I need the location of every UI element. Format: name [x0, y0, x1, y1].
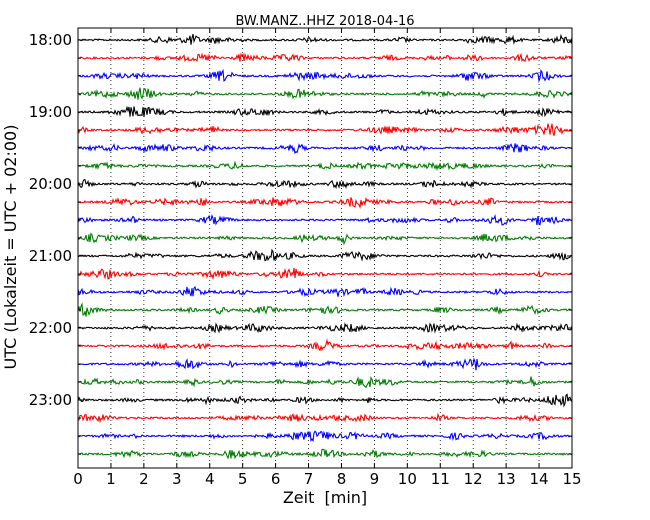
trace-18:45 [77, 87, 573, 100]
plot-frame [77, 27, 573, 469]
x-tick-label-12: 12 [464, 470, 483, 488]
trace-21:30 [77, 285, 573, 298]
trace-23:30 [77, 430, 573, 443]
trace-22:00 [77, 322, 573, 334]
trace-20:00 [77, 179, 573, 190]
x-tick-label-1: 1 [106, 470, 116, 488]
x-tick-label-5: 5 [238, 470, 248, 488]
trace-18:15 [77, 52, 573, 63]
y-tick-label-23:00: 23:00 [29, 391, 72, 409]
trace-20:15 [77, 196, 573, 209]
x-tick-label-4: 4 [205, 470, 215, 488]
x-tick-label-8: 8 [337, 470, 347, 488]
vertical-gridlines [110, 28, 540, 468]
trace-21:15 [77, 267, 573, 281]
y-tick-label-18:00: 18:00 [29, 31, 72, 49]
x-tick-label-13: 13 [497, 470, 516, 488]
x-tick-label-11: 11 [431, 470, 450, 488]
x-tick-label-15: 15 [562, 470, 581, 488]
trace-19:30 [77, 143, 573, 155]
trace-21:00 [77, 248, 573, 262]
trace-23:15 [77, 412, 573, 424]
chart-title: BW.MANZ..HHZ 2018-04-16 [235, 14, 414, 29]
x-tick-label-0: 0 [73, 470, 83, 488]
x-tick-label-3: 3 [172, 470, 182, 488]
trace-21:45 [77, 302, 573, 317]
trace-18:30 [77, 68, 573, 83]
x-tick-label-2: 2 [139, 470, 149, 488]
trace-20:45 [77, 232, 573, 246]
x-tick-label-6: 6 [271, 470, 281, 488]
y-tick-label-19:00: 19:00 [29, 103, 72, 121]
x-tick-label-7: 7 [304, 470, 314, 488]
trace-23:45 [77, 448, 573, 460]
x-axis-label: Zeit [min] [283, 488, 367, 507]
trace-18:00 [77, 33, 573, 46]
y-tick-label-22:00: 22:00 [29, 319, 72, 337]
trace-22:45 [77, 376, 573, 389]
x-tick-label-14: 14 [530, 470, 549, 488]
x-axis-ticks: 0 1 2 3 4 5 6 7 8 9 10 11 12 13 14 15 [73, 28, 582, 488]
y-axis-ticks: 18:00 19:00 20:00 21:00 22:00 23:00 [29, 31, 572, 455]
trace-23:00 [77, 393, 573, 408]
y-tick-label-21:00: 21:00 [29, 247, 72, 265]
trace-22:15 [77, 338, 573, 352]
trace-20:30 [77, 213, 573, 226]
x-tick-label-9: 9 [370, 470, 380, 488]
trace-22:30 [77, 357, 573, 371]
x-tick-label-10: 10 [398, 470, 417, 488]
trace-19:45 [77, 160, 573, 172]
trace-19:00 [77, 105, 573, 118]
y-axis-label: UTC (Lokalzeit = UTC + 02:00) [1, 125, 20, 370]
y-tick-label-20:00: 20:00 [29, 175, 72, 193]
trace-19:15 [77, 123, 573, 136]
seismogram-traces [77, 33, 573, 460]
